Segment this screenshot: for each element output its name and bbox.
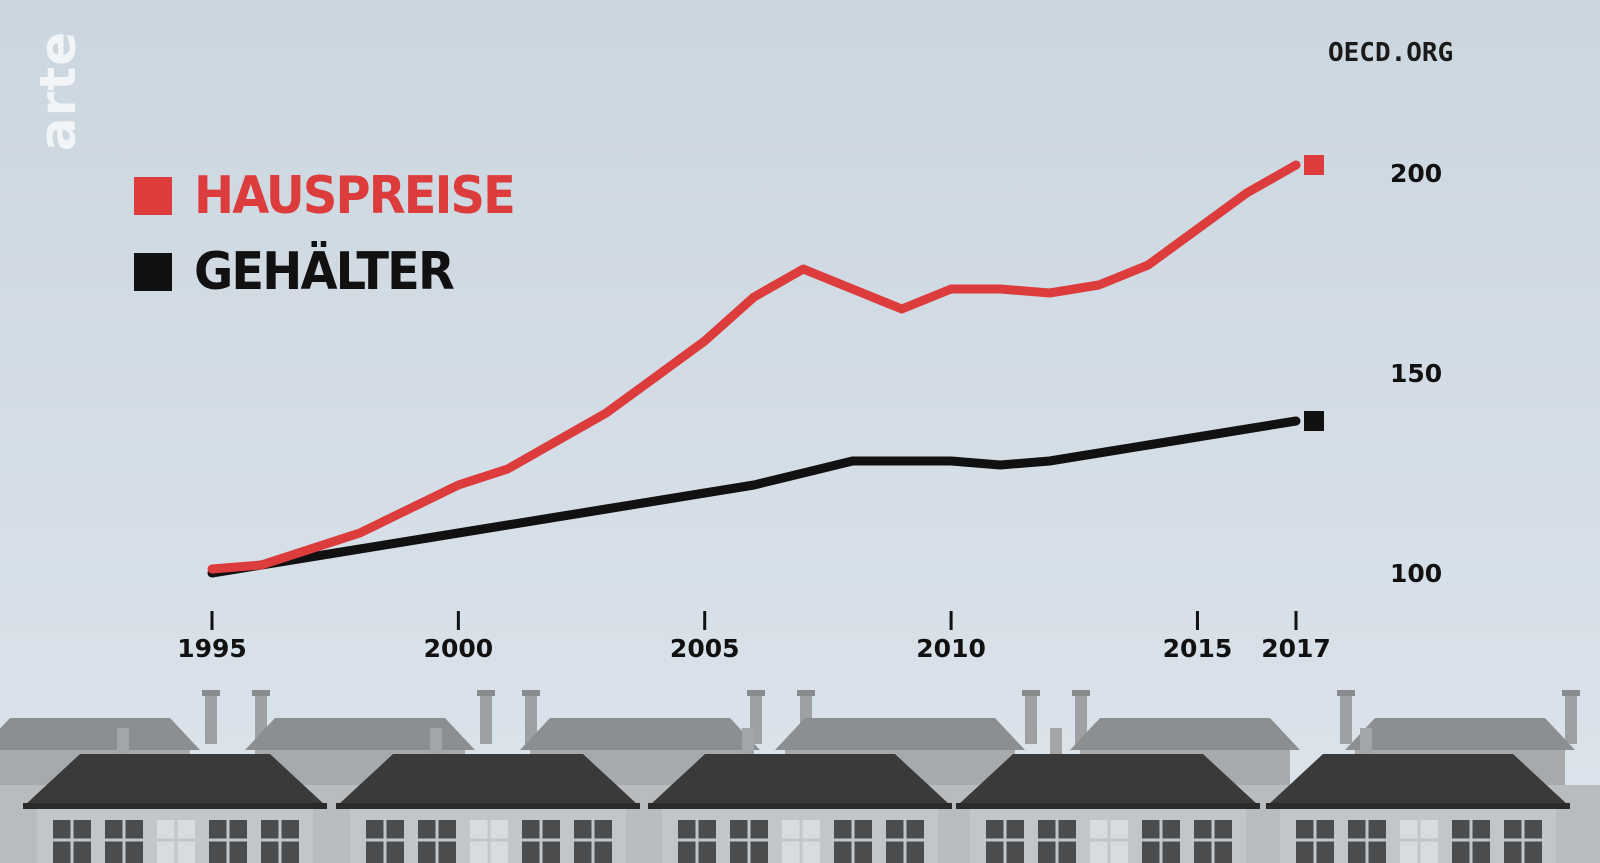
source-label: OECD.ORG — [1328, 38, 1454, 68]
legend-swatch-gehaelter — [134, 253, 172, 291]
house — [23, 728, 327, 863]
x-tick-label-2000: 2000 — [424, 634, 494, 663]
legend-label-hauspreise: HAUSPREISE — [194, 166, 516, 226]
houses-front-row — [23, 728, 1570, 863]
house — [956, 728, 1260, 863]
series-line-gehaelter — [207, 416, 1301, 578]
y-tick-label-100: 100 — [1390, 559, 1442, 588]
legend-swatch-hauspreise — [134, 177, 172, 215]
x-tick-label-2017: 2017 — [1261, 634, 1331, 663]
y-tick-label-150: 150 — [1390, 359, 1442, 388]
house — [1266, 728, 1570, 863]
houses-illustration — [0, 690, 1600, 863]
legend-label-gehaelter: GEHÄLTER — [194, 242, 455, 302]
series-line-hauspreise — [207, 160, 1301, 574]
line-chart: 1995 2000 2005 2010 2015 2017 100 150 200 — [177, 155, 1442, 663]
legend-item-hauspreise: HAUSPREISE — [134, 158, 542, 234]
house — [648, 728, 952, 863]
legend-item-gehaelter: GEHÄLTER — [134, 234, 542, 310]
chart-legend: HAUSPREISE GEHÄLTER — [134, 158, 542, 310]
x-tick-label-2005: 2005 — [670, 634, 740, 663]
x-tick-label-2010: 2010 — [916, 634, 986, 663]
series-end-marker-hauspreise — [1304, 155, 1324, 175]
y-tick-label-200: 200 — [1390, 159, 1442, 188]
x-tick-label-2015: 2015 — [1163, 634, 1233, 663]
house — [336, 728, 640, 863]
x-tick-label-1995: 1995 — [177, 634, 247, 663]
series-end-marker-gehaelter — [1304, 411, 1324, 431]
